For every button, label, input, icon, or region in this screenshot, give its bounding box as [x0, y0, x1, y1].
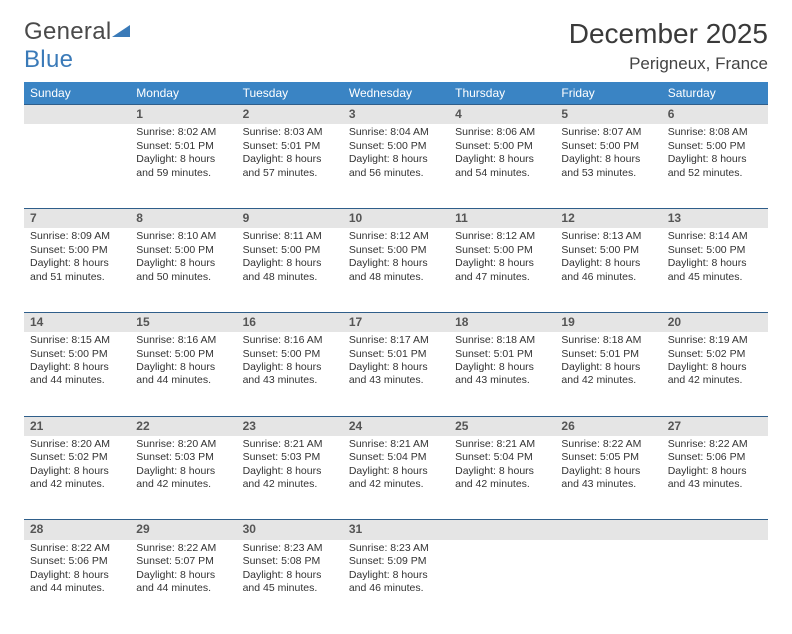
day-content-cell: [662, 540, 768, 624]
weekday-header: Thursday: [449, 82, 555, 105]
day-number-cell: 6: [662, 105, 768, 125]
day-number-cell: 2: [237, 105, 343, 125]
day-number-row: 123456: [24, 105, 768, 125]
location-label: Perigneux, France: [569, 54, 768, 74]
day-content-row: Sunrise: 8:22 AMSunset: 5:06 PMDaylight:…: [24, 540, 768, 624]
day-number-cell: 30: [237, 520, 343, 540]
day-number-cell: 21: [24, 416, 130, 436]
day-number-cell: [24, 105, 130, 125]
day-number-cell: 20: [662, 312, 768, 332]
calendar-table: SundayMondayTuesdayWednesdayThursdayFrid…: [24, 82, 768, 624]
day-content-cell: Sunrise: 8:09 AMSunset: 5:00 PMDaylight:…: [24, 228, 130, 312]
day-number-row: 78910111213: [24, 208, 768, 228]
logo-text: General Blue: [24, 18, 132, 74]
logo: General Blue: [24, 18, 132, 74]
day-number-cell: 23: [237, 416, 343, 436]
day-content-row: Sunrise: 8:15 AMSunset: 5:00 PMDaylight:…: [24, 332, 768, 416]
day-content-cell: Sunrise: 8:10 AMSunset: 5:00 PMDaylight:…: [130, 228, 236, 312]
day-content-cell: [449, 540, 555, 624]
day-number-cell: 17: [343, 312, 449, 332]
day-number-cell: 11: [449, 208, 555, 228]
day-content-cell: Sunrise: 8:07 AMSunset: 5:00 PMDaylight:…: [555, 124, 661, 208]
day-number-cell: 14: [24, 312, 130, 332]
day-content-cell: Sunrise: 8:22 AMSunset: 5:06 PMDaylight:…: [662, 436, 768, 520]
page-header: General Blue December 2025 Perigneux, Fr…: [24, 18, 768, 74]
day-content-cell: Sunrise: 8:04 AMSunset: 5:00 PMDaylight:…: [343, 124, 449, 208]
day-content-cell: Sunrise: 8:22 AMSunset: 5:07 PMDaylight:…: [130, 540, 236, 624]
day-content-cell: Sunrise: 8:14 AMSunset: 5:00 PMDaylight:…: [662, 228, 768, 312]
day-number-cell: 5: [555, 105, 661, 125]
day-number-cell: 7: [24, 208, 130, 228]
weekday-header: Wednesday: [343, 82, 449, 105]
day-number-cell: 31: [343, 520, 449, 540]
day-content-cell: Sunrise: 8:21 AMSunset: 5:04 PMDaylight:…: [449, 436, 555, 520]
calendar-page: General Blue December 2025 Perigneux, Fr…: [0, 0, 792, 634]
weekday-header: Sunday: [24, 82, 130, 105]
day-number-cell: 13: [662, 208, 768, 228]
day-number-cell: 10: [343, 208, 449, 228]
day-number-cell: 18: [449, 312, 555, 332]
day-number-cell: 12: [555, 208, 661, 228]
day-number-cell: 15: [130, 312, 236, 332]
day-content-cell: Sunrise: 8:18 AMSunset: 5:01 PMDaylight:…: [555, 332, 661, 416]
day-content-cell: Sunrise: 8:23 AMSunset: 5:09 PMDaylight:…: [343, 540, 449, 624]
weekday-header: Friday: [555, 82, 661, 105]
day-number-cell: [449, 520, 555, 540]
day-number-cell: 22: [130, 416, 236, 436]
calendar-header-row: SundayMondayTuesdayWednesdayThursdayFrid…: [24, 82, 768, 105]
day-number-cell: 3: [343, 105, 449, 125]
day-number-cell: 8: [130, 208, 236, 228]
day-content-cell: Sunrise: 8:16 AMSunset: 5:00 PMDaylight:…: [237, 332, 343, 416]
day-content-cell: Sunrise: 8:22 AMSunset: 5:05 PMDaylight:…: [555, 436, 661, 520]
day-number-cell: 26: [555, 416, 661, 436]
logo-word-2: Blue: [24, 46, 73, 73]
day-content-cell: Sunrise: 8:13 AMSunset: 5:00 PMDaylight:…: [555, 228, 661, 312]
day-number-row: 21222324252627: [24, 416, 768, 436]
day-number-row: 28293031: [24, 520, 768, 540]
weekday-header: Saturday: [662, 82, 768, 105]
day-content-cell: Sunrise: 8:15 AMSunset: 5:00 PMDaylight:…: [24, 332, 130, 416]
day-content-cell: Sunrise: 8:20 AMSunset: 5:02 PMDaylight:…: [24, 436, 130, 520]
day-content-cell: Sunrise: 8:02 AMSunset: 5:01 PMDaylight:…: [130, 124, 236, 208]
day-content-cell: Sunrise: 8:23 AMSunset: 5:08 PMDaylight:…: [237, 540, 343, 624]
day-content-cell: Sunrise: 8:20 AMSunset: 5:03 PMDaylight:…: [130, 436, 236, 520]
day-number-cell: 27: [662, 416, 768, 436]
day-content-cell: Sunrise: 8:18 AMSunset: 5:01 PMDaylight:…: [449, 332, 555, 416]
day-content-cell: [555, 540, 661, 624]
weekday-header: Monday: [130, 82, 236, 105]
day-content-cell: Sunrise: 8:11 AMSunset: 5:00 PMDaylight:…: [237, 228, 343, 312]
day-content-cell: Sunrise: 8:06 AMSunset: 5:00 PMDaylight:…: [449, 124, 555, 208]
day-content-row: Sunrise: 8:09 AMSunset: 5:00 PMDaylight:…: [24, 228, 768, 312]
title-block: December 2025 Perigneux, France: [569, 18, 768, 74]
weekday-header: Tuesday: [237, 82, 343, 105]
logo-triangle-icon: [112, 18, 132, 46]
day-content-cell: Sunrise: 8:22 AMSunset: 5:06 PMDaylight:…: [24, 540, 130, 624]
logo-word-1: General: [24, 18, 111, 45]
month-title: December 2025: [569, 18, 768, 50]
day-content-cell: Sunrise: 8:17 AMSunset: 5:01 PMDaylight:…: [343, 332, 449, 416]
day-content-cell: Sunrise: 8:03 AMSunset: 5:01 PMDaylight:…: [237, 124, 343, 208]
day-content-cell: [24, 124, 130, 208]
day-number-cell: 24: [343, 416, 449, 436]
day-number-cell: [555, 520, 661, 540]
day-content-cell: Sunrise: 8:12 AMSunset: 5:00 PMDaylight:…: [343, 228, 449, 312]
day-number-cell: [662, 520, 768, 540]
day-number-cell: 1: [130, 105, 236, 125]
day-number-cell: 28: [24, 520, 130, 540]
day-content-cell: Sunrise: 8:21 AMSunset: 5:03 PMDaylight:…: [237, 436, 343, 520]
day-content-cell: Sunrise: 8:12 AMSunset: 5:00 PMDaylight:…: [449, 228, 555, 312]
day-number-cell: 16: [237, 312, 343, 332]
day-number-row: 14151617181920: [24, 312, 768, 332]
day-content-cell: Sunrise: 8:16 AMSunset: 5:00 PMDaylight:…: [130, 332, 236, 416]
day-content-cell: Sunrise: 8:08 AMSunset: 5:00 PMDaylight:…: [662, 124, 768, 208]
day-number-cell: 9: [237, 208, 343, 228]
day-number-cell: 25: [449, 416, 555, 436]
day-number-cell: 4: [449, 105, 555, 125]
day-content-row: Sunrise: 8:20 AMSunset: 5:02 PMDaylight:…: [24, 436, 768, 520]
day-number-cell: 29: [130, 520, 236, 540]
day-content-row: Sunrise: 8:02 AMSunset: 5:01 PMDaylight:…: [24, 124, 768, 208]
day-number-cell: 19: [555, 312, 661, 332]
day-content-cell: Sunrise: 8:19 AMSunset: 5:02 PMDaylight:…: [662, 332, 768, 416]
day-content-cell: Sunrise: 8:21 AMSunset: 5:04 PMDaylight:…: [343, 436, 449, 520]
